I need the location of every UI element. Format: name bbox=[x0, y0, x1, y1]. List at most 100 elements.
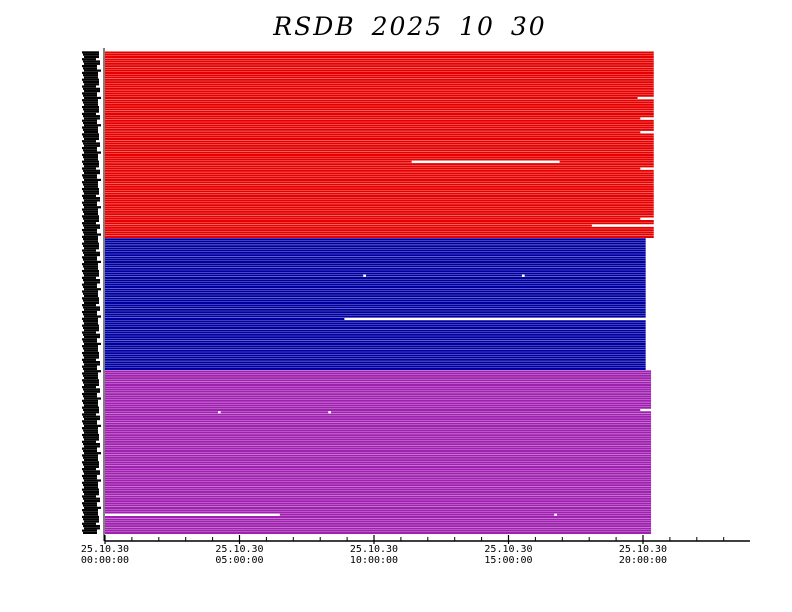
row-label-mark bbox=[84, 199, 100, 202]
row-label-mark bbox=[84, 486, 98, 489]
row-label-mark bbox=[84, 472, 100, 475]
row-label-mark bbox=[82, 167, 96, 170]
row-label-mark bbox=[84, 335, 100, 339]
row-label-mark bbox=[84, 55, 99, 59]
row-label-mark bbox=[82, 461, 99, 464]
row-label-mark bbox=[84, 165, 99, 168]
row-label-mark bbox=[84, 417, 100, 421]
x-tick-label-time: 15:00:00 bbox=[484, 555, 532, 566]
row-label-mark bbox=[82, 201, 97, 204]
row-label-mark bbox=[82, 338, 97, 341]
row-label-mark bbox=[83, 285, 97, 289]
row-label-mark bbox=[82, 515, 99, 519]
row-label-mark bbox=[83, 306, 100, 309]
row-label-mark bbox=[83, 449, 97, 453]
row-label-mark bbox=[83, 169, 100, 172]
row-label-mark bbox=[83, 374, 98, 377]
row-label-mark bbox=[84, 83, 99, 86]
x-tick-label-time: 05:00:00 bbox=[215, 555, 263, 566]
row-label-mark bbox=[84, 151, 101, 154]
row-label-mark bbox=[83, 149, 97, 152]
row-label-mark bbox=[82, 474, 97, 478]
row-label-mark bbox=[84, 240, 98, 243]
row-label-mark bbox=[83, 531, 97, 534]
row-label-mark bbox=[83, 135, 99, 138]
row-label-mark bbox=[83, 101, 98, 104]
row-label-mark bbox=[82, 64, 97, 68]
row-label-mark bbox=[82, 235, 98, 238]
row-label-mark bbox=[83, 320, 98, 323]
row-label-mark bbox=[82, 447, 97, 450]
row-label-mark bbox=[83, 477, 97, 480]
row-label-mark bbox=[82, 153, 98, 156]
row-label-mark bbox=[83, 121, 97, 125]
row-label-mark bbox=[84, 62, 100, 65]
row-label-mark bbox=[83, 422, 97, 425]
row-label-mark bbox=[83, 156, 98, 159]
row-label-mark bbox=[84, 431, 98, 434]
row-label-mark bbox=[83, 251, 100, 254]
row-label-mark bbox=[84, 349, 98, 352]
row-label-mark bbox=[82, 522, 96, 525]
row-label-mark bbox=[84, 69, 101, 72]
row-label-mark bbox=[84, 253, 100, 257]
row-label-mark bbox=[82, 345, 98, 348]
row-label-mark bbox=[84, 370, 101, 373]
x-tick-label-time: 10:00:00 bbox=[350, 555, 398, 566]
row-label-mark bbox=[83, 518, 99, 521]
row-label-mark bbox=[83, 415, 100, 418]
row-label-mark bbox=[83, 511, 98, 514]
row-label-mark bbox=[82, 133, 99, 136]
row-label-mark bbox=[83, 490, 99, 494]
row-label-mark bbox=[84, 192, 99, 195]
row-label-mark bbox=[82, 92, 97, 95]
row-label-mark bbox=[84, 342, 101, 345]
row-label-mark bbox=[83, 210, 98, 213]
row-label-mark bbox=[83, 408, 99, 412]
row-label-mark bbox=[83, 238, 98, 241]
row-label-mark bbox=[84, 212, 98, 216]
row-label-mark bbox=[84, 308, 100, 311]
row-label-mark bbox=[83, 299, 99, 302]
row-label-mark bbox=[84, 404, 98, 407]
row-label-mark bbox=[82, 509, 98, 512]
row-label-mark bbox=[82, 290, 98, 293]
row-label-mark bbox=[83, 128, 98, 131]
row-label-mark bbox=[82, 331, 96, 334]
row-label-mark bbox=[84, 527, 100, 530]
row-label-mark bbox=[83, 292, 98, 295]
rows-layer bbox=[82, 51, 654, 534]
row-label-mark bbox=[83, 203, 97, 207]
row-label-mark bbox=[82, 427, 98, 430]
row-label-mark bbox=[84, 356, 99, 359]
row-label-mark bbox=[84, 376, 98, 380]
chart-title: RSDB 2025 10 30 bbox=[273, 12, 547, 41]
row-label-mark bbox=[82, 433, 99, 437]
row-label-mark bbox=[83, 456, 98, 459]
row-label-mark bbox=[82, 194, 96, 197]
row-label-mark bbox=[82, 146, 97, 150]
row-label-mark bbox=[82, 276, 96, 279]
row-label-mark bbox=[82, 242, 99, 245]
x-tick-label-date: 25.10.30 bbox=[484, 544, 532, 555]
row-label-mark bbox=[84, 294, 98, 298]
row-label-mark bbox=[82, 454, 98, 457]
row-label-mark bbox=[82, 365, 97, 368]
row-label-mark bbox=[83, 483, 98, 487]
row-label-mark bbox=[82, 413, 96, 416]
row-label-mark bbox=[84, 90, 100, 93]
row-label-mark bbox=[82, 85, 96, 88]
row-label-mark bbox=[83, 162, 99, 166]
row-label-mark bbox=[83, 115, 100, 118]
row-label-mark bbox=[83, 361, 100, 364]
row-label-mark bbox=[83, 442, 100, 446]
row-label-mark bbox=[82, 51, 99, 54]
row-label-mark bbox=[82, 317, 98, 320]
row-label-mark bbox=[82, 351, 99, 355]
row-label-mark bbox=[84, 158, 98, 161]
row-label-mark bbox=[83, 60, 100, 63]
row-label-mark bbox=[84, 103, 98, 106]
row-label-mark bbox=[83, 524, 100, 528]
row-label-mark bbox=[83, 265, 98, 268]
